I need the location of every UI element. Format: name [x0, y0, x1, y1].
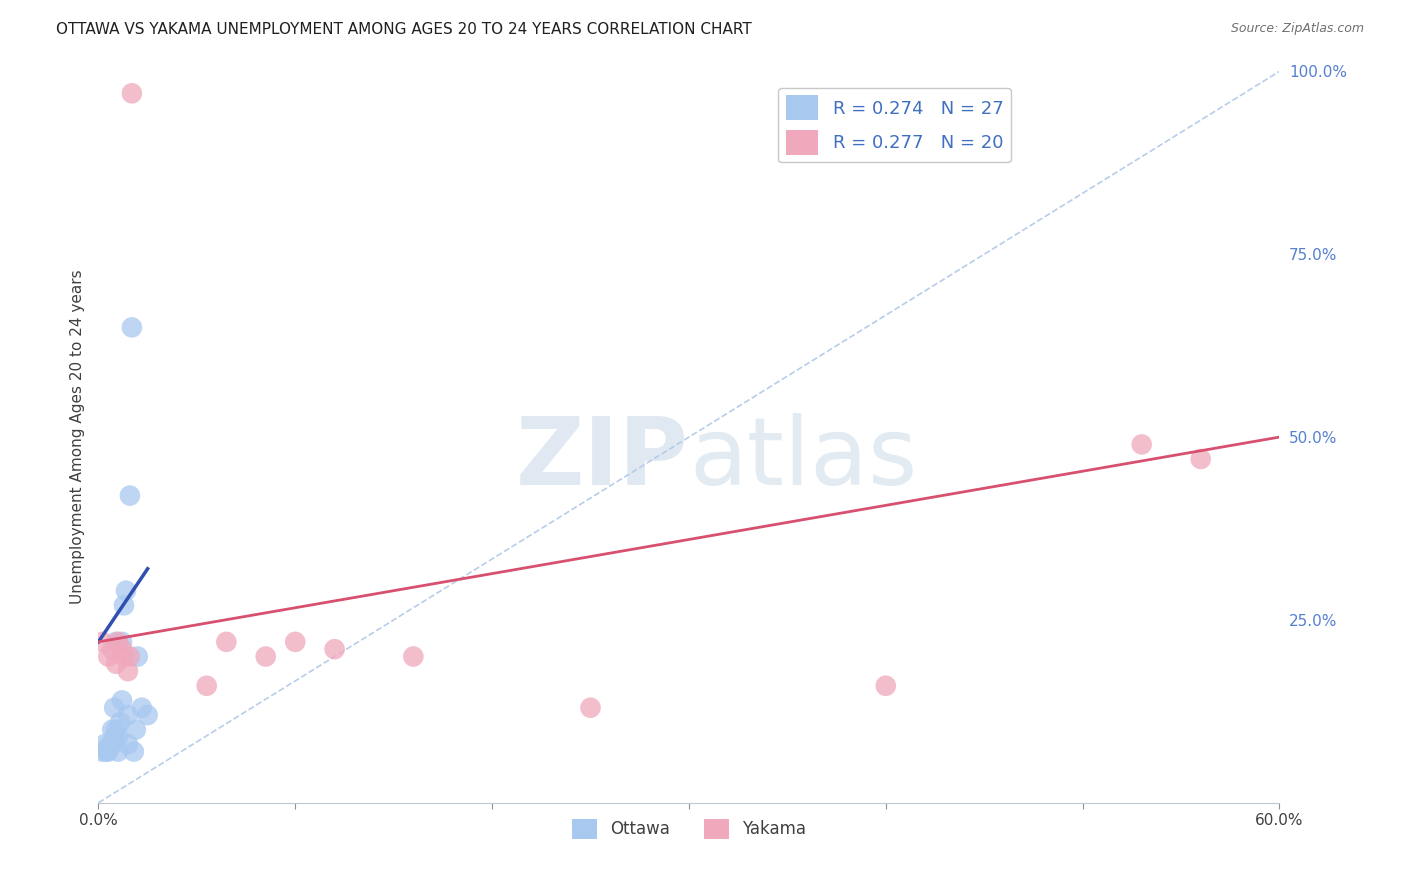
- Point: [117, 664, 139, 678]
- Point: [111, 635, 134, 649]
- Point: [117, 737, 139, 751]
- Point: [254, 649, 277, 664]
- Point: [107, 730, 129, 744]
- Text: OTTAWA VS YAKAMA UNEMPLOYMENT AMONG AGES 20 TO 24 YEARS CORRELATION CHART: OTTAWA VS YAKAMA UNEMPLOYMENT AMONG AGES…: [56, 22, 752, 37]
- Text: atlas: atlas: [689, 413, 917, 505]
- Point: [115, 583, 138, 598]
- Point: [105, 635, 128, 649]
- Text: ZIP: ZIP: [516, 413, 689, 505]
- Point: [103, 700, 125, 714]
- Point: [402, 649, 425, 664]
- Point: [105, 657, 128, 671]
- Point: [195, 679, 218, 693]
- Point: [97, 745, 120, 759]
- Text: Source: ZipAtlas.com: Source: ZipAtlas.com: [1230, 22, 1364, 36]
- Point: [323, 642, 346, 657]
- Point: [1189, 452, 1212, 467]
- Point: [127, 649, 149, 664]
- Point: [121, 320, 143, 334]
- Point: [103, 730, 125, 744]
- Point: [97, 649, 120, 664]
- Point: [108, 715, 131, 730]
- Point: [111, 693, 134, 707]
- Point: [875, 679, 897, 693]
- Point: [131, 700, 153, 714]
- Point: [101, 723, 124, 737]
- Point: [112, 649, 135, 664]
- Point: [121, 87, 143, 101]
- Point: [98, 737, 121, 751]
- Point: [125, 723, 148, 737]
- Point: [118, 649, 141, 664]
- Point: [111, 642, 134, 657]
- Point: [112, 599, 135, 613]
- Y-axis label: Unemployment Among Ages 20 to 24 years: Unemployment Among Ages 20 to 24 years: [69, 269, 84, 605]
- Point: [96, 745, 118, 759]
- Point: [101, 737, 124, 751]
- Point: [91, 635, 114, 649]
- Point: [91, 745, 114, 759]
- Point: [105, 723, 128, 737]
- Point: [284, 635, 307, 649]
- Point: [107, 635, 129, 649]
- Point: [122, 745, 145, 759]
- Point: [117, 708, 139, 723]
- Point: [215, 635, 238, 649]
- Point: [579, 700, 602, 714]
- Point: [93, 737, 115, 751]
- Point: [107, 745, 129, 759]
- Point: [101, 642, 124, 657]
- Point: [118, 489, 141, 503]
- Point: [136, 708, 159, 723]
- Point: [1130, 437, 1153, 451]
- Legend: Ottawa, Yakama: Ottawa, Yakama: [565, 812, 813, 846]
